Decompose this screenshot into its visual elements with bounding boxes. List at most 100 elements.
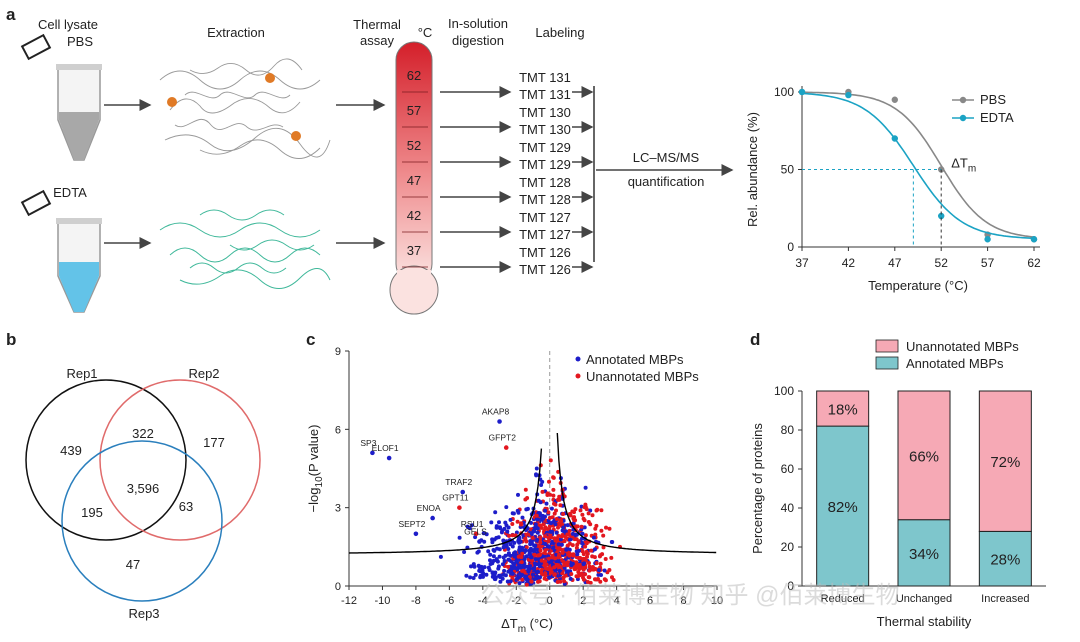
x-tick-label: -12: [341, 595, 357, 607]
point-annotated: [547, 544, 551, 549]
point-annotated: [523, 548, 528, 553]
point-annotated: [549, 521, 553, 526]
point-annotated: [568, 576, 573, 581]
point-annotated: [488, 552, 493, 557]
point-unannotated: [539, 558, 544, 563]
point-unannotated: [556, 525, 560, 530]
venn-count-all: 3,596: [127, 481, 160, 496]
x-tick-label: 10: [711, 595, 723, 607]
point-unannotated: [568, 513, 573, 518]
point-unannotated: [601, 545, 606, 550]
tmt-label-edta: TMT 128: [519, 192, 571, 207]
y-tick-label: 0: [787, 579, 794, 593]
x-tick-label: -4: [478, 595, 488, 607]
point-annotated: [534, 466, 539, 471]
tube-icon: [20, 189, 102, 313]
thermo-temp-label: 37: [407, 243, 421, 258]
point-unannotated: [549, 535, 554, 540]
venn-count-rep2-only: 177: [203, 435, 225, 450]
point-annotated: [599, 573, 603, 577]
watermark-text: 公众号 · 佰莱博生物 知乎 @佰莱博生物: [480, 582, 899, 609]
point-unannotated: [557, 494, 562, 499]
y-tick-label: 0: [787, 240, 794, 254]
point-annotated: [529, 520, 533, 525]
step-digestion-2: digestion: [452, 33, 504, 48]
point-unannotated: [584, 549, 589, 554]
point-unannotated: [586, 511, 591, 516]
point-unannotated: [520, 568, 525, 573]
point-annotated: [480, 568, 485, 573]
point-unannotated: [588, 522, 593, 527]
point-annotated: [520, 515, 525, 520]
venn-label-rep1: Rep1: [66, 366, 97, 381]
stacked-bar-chart: 0 20 40 60 80 100 Percentage of proteins 82% 18%…: [750, 339, 1046, 629]
point-annotated: [576, 548, 581, 553]
x-tick-label: Reduced: [821, 593, 865, 605]
bar-unannotated: [816, 390, 870, 427]
step-labeling: Labeling: [535, 25, 584, 40]
x-tick-label: -6: [444, 595, 454, 607]
point-unannotated: [604, 525, 608, 530]
point-unannotated: [548, 458, 553, 463]
volcano-plot: -12 -10 -8 -6 -4 -2 0 2 4 6 8 10 0 3 6 9 ΔTm (°C) −log10(…: [306, 346, 723, 635]
point-annotated: [549, 559, 554, 564]
point-unannotated: [543, 559, 548, 564]
tmt-label-pbs: TMT 131: [519, 70, 571, 85]
point-unannotated: [516, 554, 521, 559]
tmt-label-pbs: TMT 128: [519, 175, 571, 190]
legend-label: Annotated MBPs: [906, 356, 1004, 371]
point-annotated: [484, 572, 489, 577]
tmt-label-edta: TMT 129: [519, 157, 571, 172]
data-point-edta: [891, 135, 898, 142]
point-annotated: [597, 568, 601, 573]
point-annotated: [475, 550, 480, 555]
point-annotated: [488, 558, 492, 563]
point-unannotated: [520, 577, 525, 582]
point-unannotated: [553, 556, 558, 561]
point-unannotated: [524, 582, 529, 587]
point-unannotated: [570, 543, 575, 548]
x-tick-label: Increased: [981, 593, 1029, 605]
point-annotated: [491, 554, 496, 559]
x-tick-label: 47: [888, 256, 902, 270]
tmt-label-edta: TMT 131: [519, 87, 571, 102]
point-unannotated: [551, 475, 556, 480]
point-annotated: [524, 507, 529, 512]
point-annotated: [609, 540, 614, 544]
point-annotated: [473, 572, 478, 577]
point-annotated: [525, 578, 529, 583]
delta-tm-annotation: ΔTm: [951, 156, 976, 175]
point-unannotated: [572, 553, 577, 558]
point-annotated: [491, 572, 496, 577]
step-thermal-1: Thermal: [353, 17, 401, 32]
point-unannotated: [543, 525, 548, 530]
point-annotated: [602, 568, 607, 573]
x-tick-label: 6: [647, 595, 653, 607]
x-tick-label: 62: [1027, 256, 1041, 270]
point-unannotated: [510, 533, 515, 538]
thermo-temp-label: 57: [407, 103, 421, 118]
point-annotated: [506, 551, 511, 556]
labeled-point: [457, 505, 462, 510]
venn-count-rep3-only: 47: [126, 557, 140, 572]
point-label: GFPT2: [489, 433, 517, 443]
point-annotated: [556, 559, 561, 564]
x-axis-title: Temperature (°C): [868, 278, 968, 293]
x-tick-label: 52: [935, 256, 949, 270]
bar-unannotated: [978, 390, 1032, 532]
sample2-label: EDTA: [53, 185, 87, 200]
point-annotated: [477, 565, 482, 570]
point-unannotated: [598, 579, 603, 584]
x-tick-label: 2: [580, 595, 586, 607]
point-unannotated: [561, 512, 566, 516]
tmt-labels: TMT 131 TMT 131 TMT 130 TMT 130 TMT 129 TMT 1…: [440, 70, 594, 277]
point-annotated: [496, 566, 501, 571]
point-unannotated: [576, 540, 581, 545]
thermo-temp-label: 52: [407, 138, 421, 153]
point-annotated: [508, 517, 513, 522]
data-point-edta: [798, 88, 806, 96]
point-annotated: [497, 573, 502, 578]
point-label: RSU1: [461, 519, 484, 529]
point-unannotated: [550, 553, 555, 558]
tmt-label-pbs: TMT 129: [519, 140, 571, 155]
